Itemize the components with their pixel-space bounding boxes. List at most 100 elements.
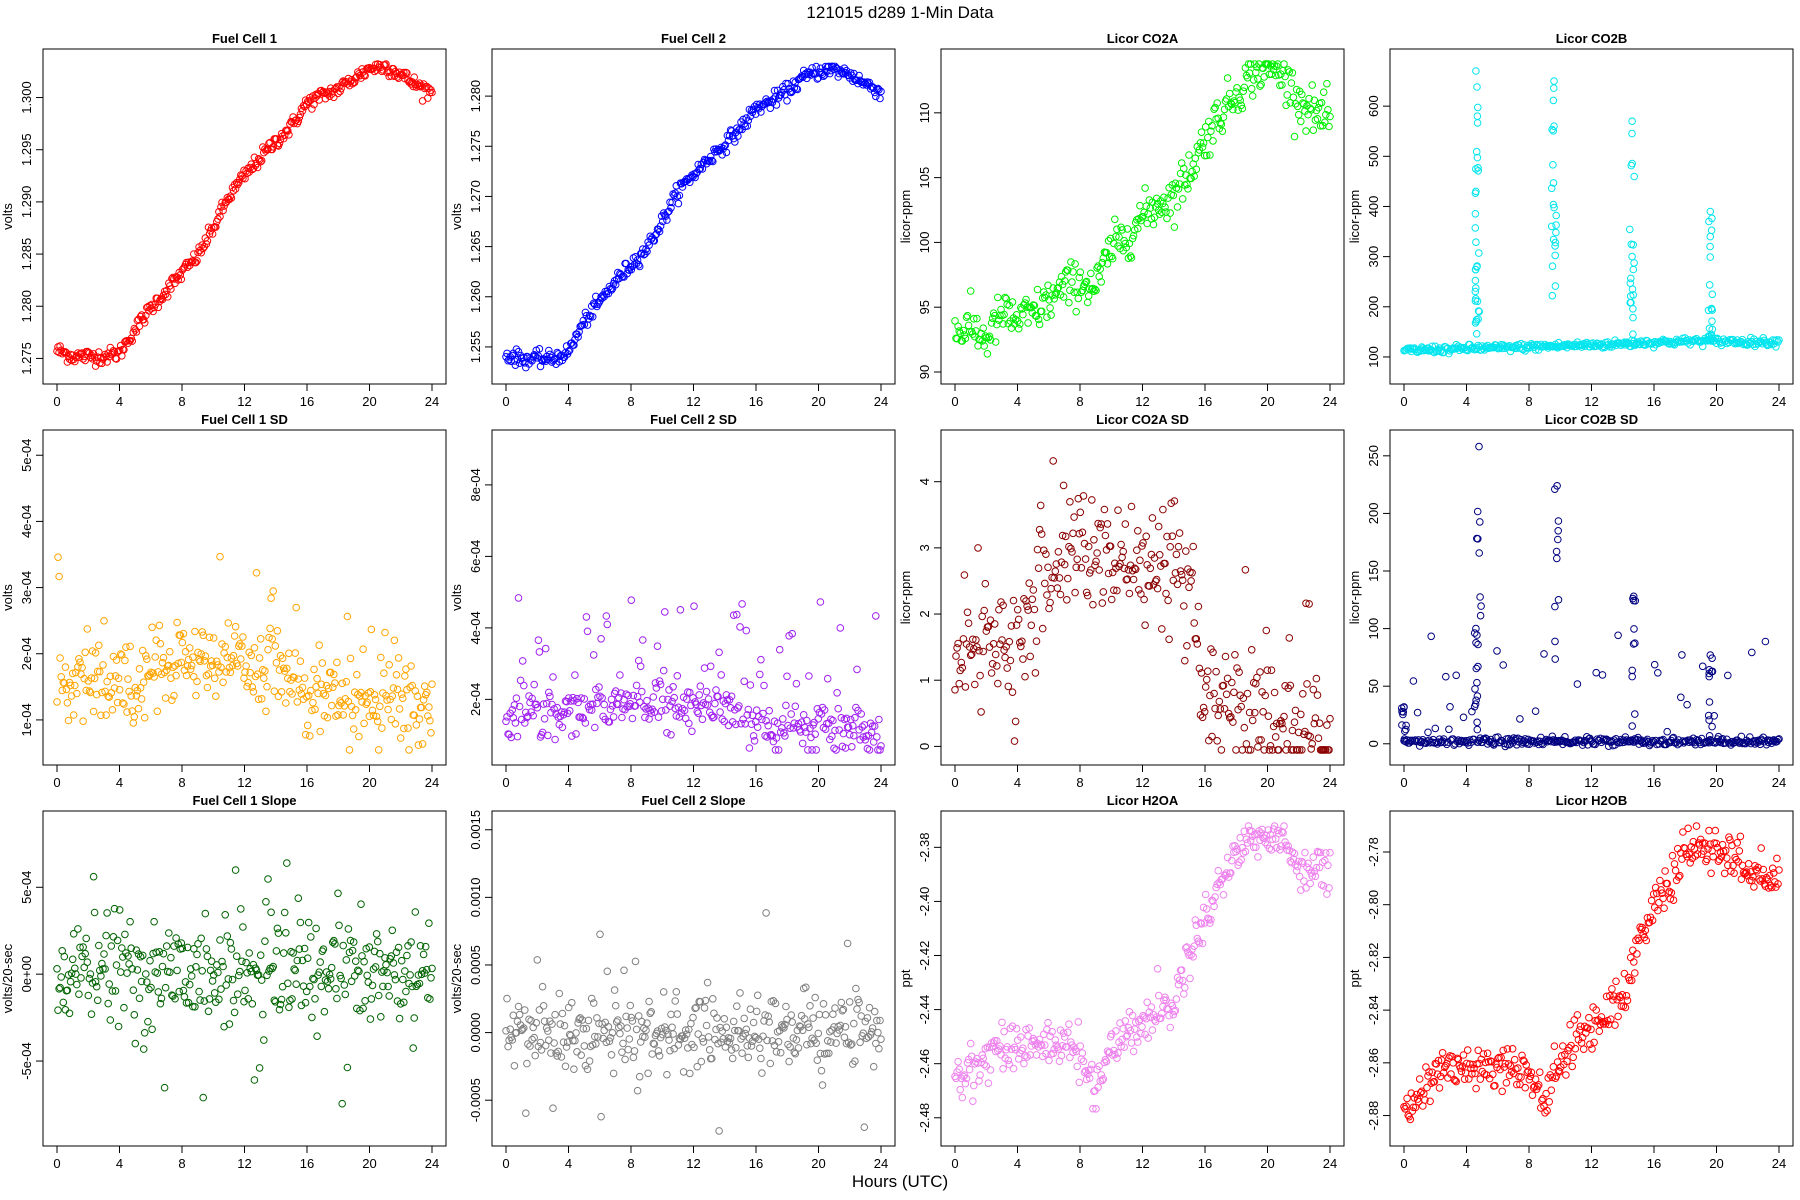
data-point <box>1098 258 1107 267</box>
data-point <box>517 1026 526 1035</box>
data-point <box>1473 153 1482 162</box>
data-point <box>1056 590 1065 599</box>
data-point <box>177 658 186 667</box>
data-point <box>194 248 202 257</box>
data-point <box>685 719 693 728</box>
data-point <box>371 963 380 971</box>
data-point <box>727 1046 736 1054</box>
data-point <box>1256 668 1264 676</box>
data-point <box>1014 324 1023 333</box>
series-points <box>1400 822 1783 1124</box>
data-point <box>1422 1063 1430 1071</box>
data-point <box>1229 718 1237 726</box>
data-point <box>1161 559 1169 568</box>
data-point <box>1075 1078 1084 1087</box>
data-point <box>875 1044 883 1053</box>
data-point <box>1052 289 1061 297</box>
data-point <box>638 687 646 696</box>
data-point <box>1232 88 1240 96</box>
data-point <box>1700 847 1708 855</box>
data-point <box>1193 640 1202 648</box>
y-axis-label: volts/20-sec <box>0 943 15 1013</box>
data-point <box>758 1069 766 1077</box>
data-point <box>1752 865 1760 874</box>
data-point <box>396 734 405 742</box>
data-point <box>133 966 142 974</box>
data-point <box>1087 269 1095 278</box>
data-point <box>232 952 241 961</box>
data-point <box>632 1025 641 1034</box>
data-point <box>115 346 124 355</box>
data-point <box>1314 734 1323 743</box>
data-point <box>1721 846 1730 855</box>
data-point <box>1202 905 1211 913</box>
data-point <box>990 311 999 320</box>
data-point <box>1022 295 1030 304</box>
x-tick-label: 4 <box>565 1156 572 1171</box>
data-point <box>1148 1026 1157 1034</box>
data-point <box>1052 560 1061 568</box>
data-point <box>1075 273 1084 282</box>
data-point <box>399 975 407 984</box>
data-point <box>549 673 557 681</box>
data-point <box>1720 869 1729 878</box>
data-point <box>199 1093 207 1102</box>
data-point <box>808 64 816 72</box>
data-point <box>1222 95 1231 103</box>
data-point <box>1531 707 1540 716</box>
data-point <box>354 966 362 975</box>
data-point <box>1534 1081 1543 1089</box>
data-point <box>1554 1067 1563 1075</box>
data-point <box>1707 667 1716 676</box>
data-point <box>1502 1079 1511 1087</box>
data-point <box>128 965 136 973</box>
data-point <box>1153 584 1162 593</box>
data-point <box>704 695 713 703</box>
data-point <box>229 651 238 660</box>
data-point <box>635 698 644 707</box>
data-point <box>337 974 345 983</box>
data-point <box>1618 991 1627 999</box>
data-point <box>678 705 687 713</box>
data-point <box>1095 1062 1103 1070</box>
data-point <box>1507 1067 1516 1076</box>
data-point <box>564 1003 573 1012</box>
data-point <box>290 965 298 973</box>
data-point <box>848 743 856 751</box>
data-point <box>137 311 146 319</box>
data-point <box>733 124 741 132</box>
data-point <box>306 982 314 991</box>
data-point <box>1423 1083 1431 1092</box>
data-point <box>1285 634 1294 642</box>
x-tick-label: 24 <box>1772 1156 1786 1171</box>
data-point <box>831 62 839 71</box>
data-point <box>998 636 1006 644</box>
data-point <box>798 1026 807 1035</box>
data-point <box>692 700 700 709</box>
data-point <box>1137 216 1145 225</box>
data-point <box>835 1026 844 1034</box>
data-point <box>1447 1070 1455 1078</box>
data-point <box>427 974 435 982</box>
data-point <box>1520 1057 1528 1065</box>
data-point <box>1083 298 1092 307</box>
data-point <box>1129 1047 1138 1056</box>
x-tick-label: 12 <box>686 1156 700 1171</box>
data-point <box>301 998 310 1007</box>
data-point <box>172 934 180 942</box>
data-point <box>224 975 233 983</box>
data-point <box>1302 127 1310 135</box>
data-point <box>284 127 292 135</box>
data-point <box>588 313 597 321</box>
data-point <box>1032 637 1041 646</box>
data-point <box>1127 502 1136 511</box>
data-point <box>259 1010 267 1019</box>
data-point <box>856 1038 864 1047</box>
data-point <box>1166 209 1174 217</box>
data-point <box>714 692 722 701</box>
data-point <box>1533 1082 1542 1091</box>
data-point <box>1185 583 1193 592</box>
data-point <box>1471 287 1480 296</box>
data-point <box>1154 522 1163 531</box>
data-point <box>1104 569 1113 578</box>
